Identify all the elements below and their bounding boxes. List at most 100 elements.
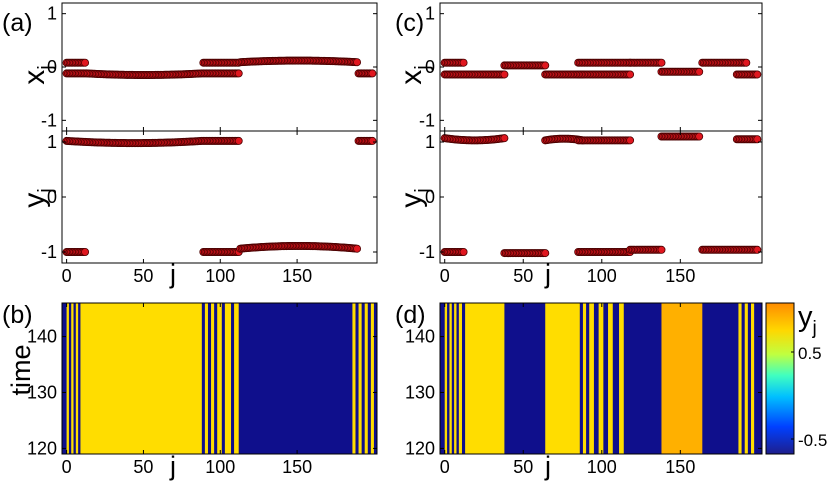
heatmap-band [741,303,746,454]
heatmap-band [579,303,584,454]
colorbar-label: yj [798,301,817,339]
heatmap-band [364,303,369,454]
panel-a2: 10-10 50 100 150 [41,130,378,286]
heatmap-band [744,303,749,454]
xlabel-j-c: j [544,259,551,289]
heatmap-band [754,303,763,454]
heatmap-band [66,303,70,454]
ylabel-time: time [6,344,36,395]
heatmap-band [352,303,356,454]
panel-c: 1 0 -1 [419,2,763,132]
ylabel-c-main: x [395,70,428,85]
heatmap-band [751,303,755,454]
heatmap-band [224,303,232,454]
data-point [81,247,90,256]
heatmap-band [449,303,453,454]
heatmap-band [603,303,609,454]
data-point [742,58,751,67]
y-tick-label: 1 [425,4,435,24]
data-point [753,135,762,144]
panel-label-d: (d) [395,301,426,329]
heatmap-band [78,303,81,454]
heatmap-band [201,303,206,454]
y-tick-label: 0 [47,57,57,77]
heatmap-band [545,303,581,454]
x-tick-label: 150 [282,266,312,286]
plot-frame [61,2,378,132]
heatmap-band [451,303,455,454]
heatmap-band [211,303,215,454]
plot-frame [439,2,763,132]
heatmap-band [80,303,203,454]
heatmap-band [234,303,240,454]
plot-frame [439,130,763,264]
heatmap-band [355,303,359,454]
ylabel-c2-sub: j [412,188,434,193]
heatmap-band [217,303,223,454]
x-tick-label: 50 [133,457,153,477]
data-point [695,132,704,141]
heatmap-band [608,303,614,454]
y-tick-label: -1 [41,110,57,130]
heatmap-band [461,303,466,454]
heatmap-band [68,303,72,454]
data-point [234,136,243,145]
heatmap-band [738,303,742,454]
ylabel-c: xj [395,65,434,84]
y-tick-label: -1 [419,110,435,130]
x-tick-label: 100 [587,457,617,477]
x-tick-label: 0 [440,266,450,286]
heatmap-band [75,303,79,454]
x-tick-label: 0 [62,457,72,477]
heatmap-band [444,303,448,454]
heatmap-band [238,303,353,454]
y-tick-label: -1 [419,242,435,262]
data-point [353,244,362,253]
heatmap-band [593,303,599,454]
y-tick-label: 1 [425,132,435,152]
ylabel-c2-main: y [395,193,428,208]
heatmap-band [598,303,604,454]
heatmap-band [214,303,218,454]
heatmap-band [73,303,77,454]
data-point [541,249,550,258]
heatmap-band [661,303,703,454]
heatmap-band [358,303,362,454]
heatmap-band [204,303,209,454]
y-tick-label: 1 [47,132,57,152]
data-point [353,58,362,67]
ylabel-c2: yj [395,188,434,207]
y-tick-label: -1 [41,242,57,262]
data-point [459,58,468,67]
panel-a: 1 0 -1 [41,2,378,132]
heatmap-band [447,303,450,454]
data-point [657,58,666,67]
heatmap-band [456,303,460,454]
data-point [541,61,550,70]
x-tick-label: 0 [440,457,450,477]
data-point [626,70,635,79]
panel-label-a: (a) [2,9,33,37]
heatmap-band [361,303,366,454]
data-point [695,67,704,76]
y-tick-label: 120 [27,438,57,458]
x-tick-label: 100 [587,266,617,286]
colorbar-tick-label-low: -0.5 [798,431,827,450]
y-tick-label: 140 [405,327,435,347]
y-tick-label: 0 [425,57,435,77]
colorbar-label-sub: j [812,318,817,339]
x-tick-label: 0 [62,266,72,286]
x-tick-label: 150 [282,457,312,477]
ylabel-a-main: x [18,70,51,85]
y-tick-label: 140 [27,327,57,347]
colorbar [765,302,795,455]
data-point [657,245,666,254]
heatmap-band [207,303,212,454]
y-tick-label: 0 [47,187,57,207]
xlabel-j-a: j [169,259,176,289]
heatmap-band [458,303,463,454]
heatmap-band [623,303,662,454]
y-tick-label: 130 [27,382,57,402]
